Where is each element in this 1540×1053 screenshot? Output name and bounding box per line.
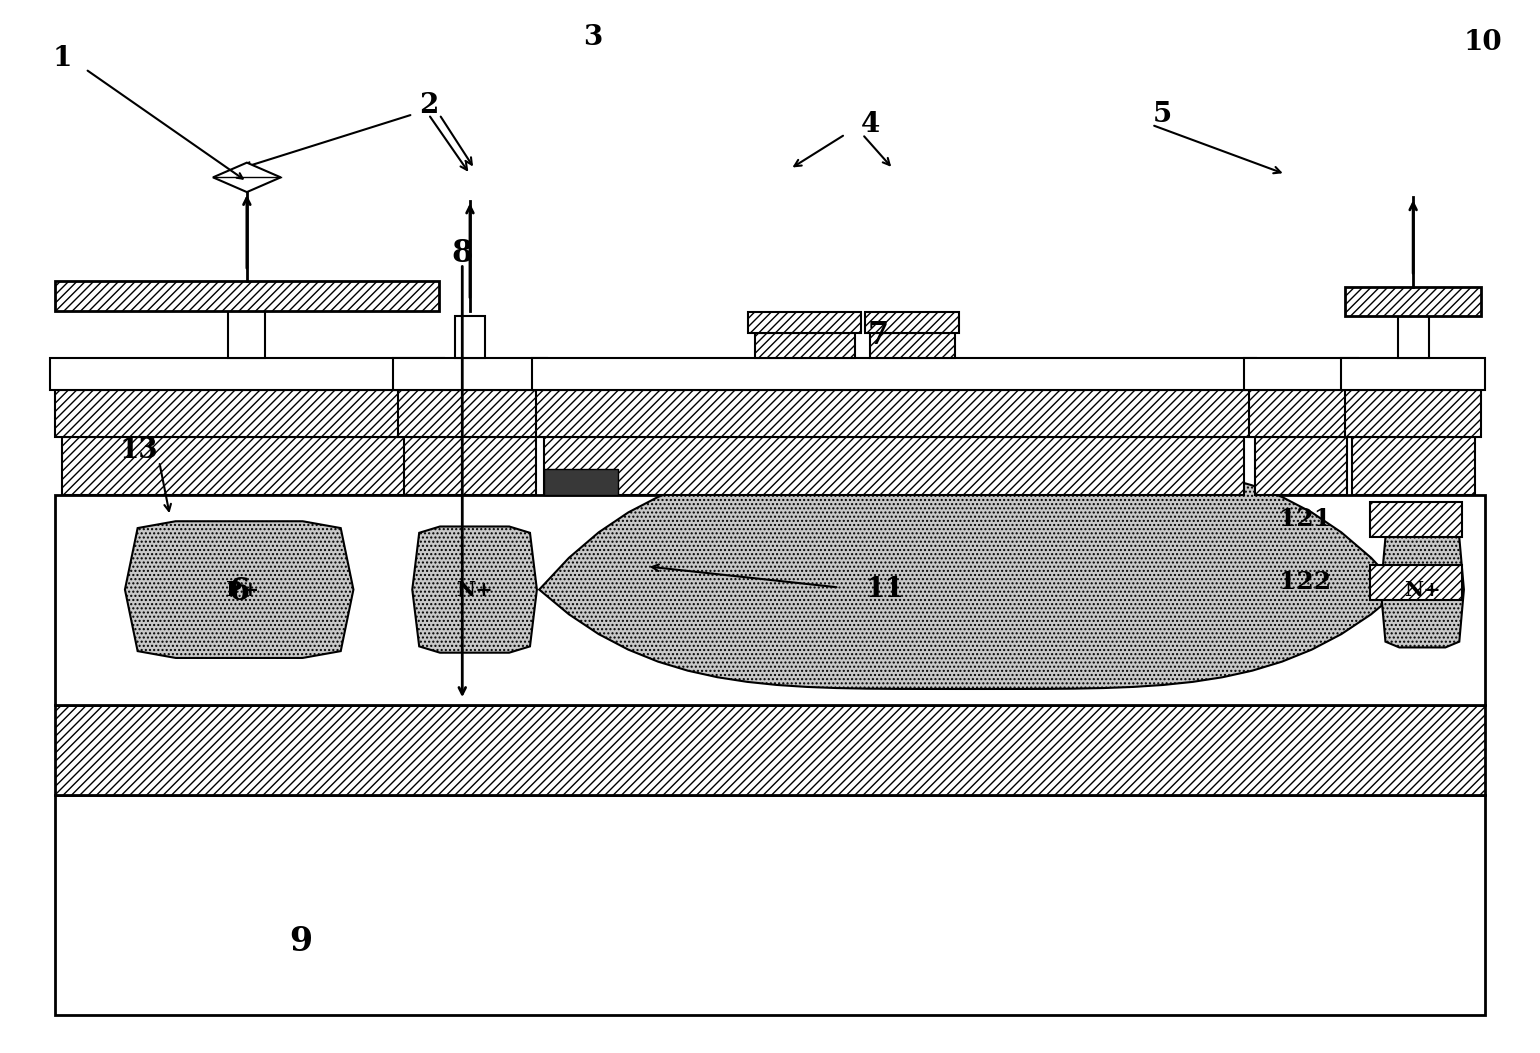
Bar: [54, 706, 1486, 795]
Text: 122: 122: [1280, 571, 1332, 594]
Bar: [54, 390, 439, 437]
Bar: [755, 333, 855, 358]
Text: 11: 11: [865, 576, 906, 603]
Text: 9: 9: [290, 926, 313, 958]
Bar: [454, 316, 485, 358]
Bar: [1398, 316, 1429, 358]
Polygon shape: [1381, 532, 1465, 648]
Text: N+: N+: [1404, 579, 1441, 599]
Polygon shape: [125, 521, 353, 658]
Polygon shape: [213, 162, 280, 192]
Text: 2: 2: [419, 93, 437, 119]
Bar: [536, 390, 1252, 437]
Bar: [397, 390, 542, 437]
Text: 8: 8: [451, 238, 473, 269]
Text: P+: P+: [226, 579, 259, 599]
Bar: [1244, 358, 1358, 390]
Polygon shape: [539, 462, 1401, 689]
Bar: [544, 437, 1244, 495]
Bar: [531, 358, 1257, 390]
Text: N+: N+: [456, 579, 493, 599]
Bar: [1346, 390, 1481, 437]
Bar: [54, 495, 1486, 706]
Bar: [54, 281, 439, 311]
Text: 1: 1: [52, 45, 72, 72]
Text: 13: 13: [120, 437, 159, 464]
Bar: [1371, 565, 1463, 600]
Bar: [1352, 437, 1475, 495]
Bar: [544, 469, 618, 495]
Bar: [865, 312, 959, 333]
Text: 7: 7: [867, 320, 889, 351]
Bar: [228, 311, 265, 358]
Bar: [1249, 390, 1354, 437]
Bar: [1371, 502, 1463, 537]
Bar: [1255, 437, 1348, 495]
Text: 3: 3: [584, 24, 602, 51]
Polygon shape: [413, 526, 537, 653]
Text: 5: 5: [1153, 101, 1172, 127]
Bar: [870, 333, 955, 358]
Bar: [393, 358, 547, 390]
Text: 4: 4: [861, 112, 879, 138]
Bar: [62, 437, 431, 495]
Text: 6: 6: [228, 576, 249, 608]
Bar: [1346, 286, 1481, 316]
Bar: [54, 795, 1486, 1015]
Bar: [748, 312, 861, 333]
Bar: [49, 358, 444, 390]
Text: 10: 10: [1463, 29, 1502, 56]
Bar: [403, 437, 536, 495]
Bar: [1341, 358, 1486, 390]
Text: 121: 121: [1280, 508, 1332, 531]
